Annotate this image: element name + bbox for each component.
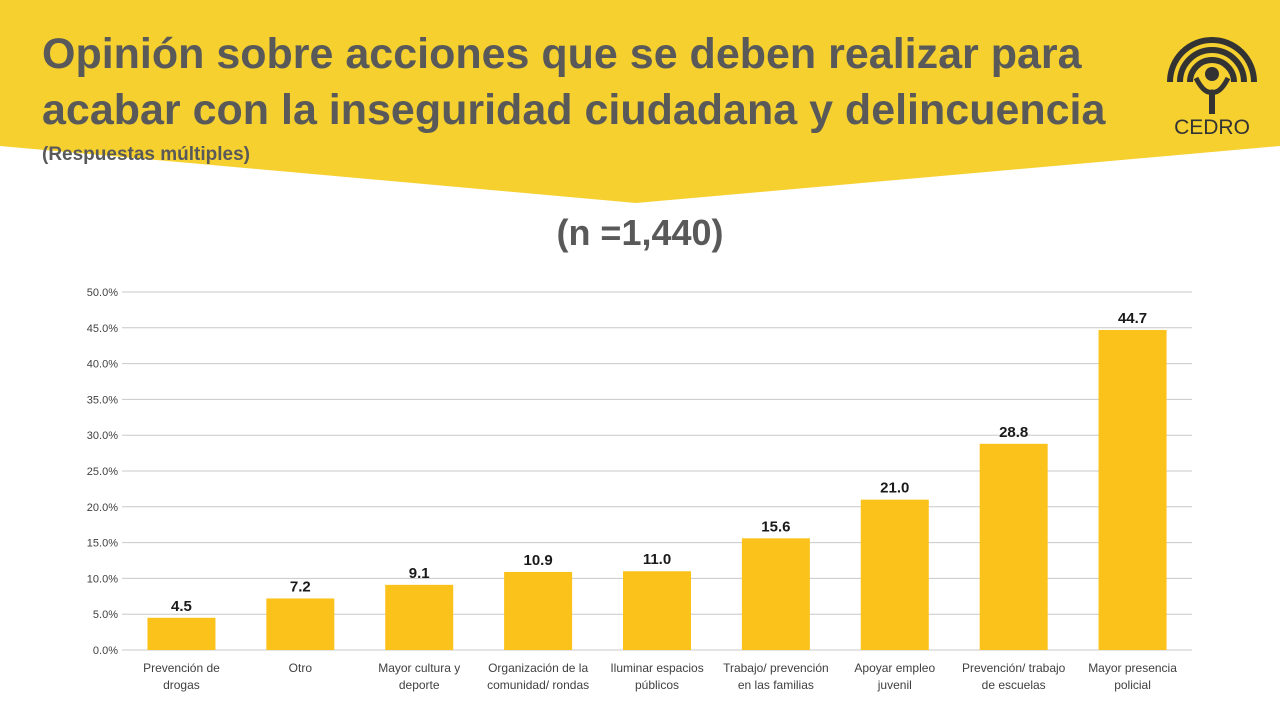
x-tick-label: Prevención/ trabajo de escuelas	[962, 661, 1066, 692]
data-label: 44.7	[1118, 310, 1147, 327]
x-tick-label: Organización de la comunidad/ rondas	[487, 661, 589, 692]
y-tick-label: 25.0%	[87, 466, 118, 478]
bar	[504, 571, 573, 650]
bar-chart: 0.0% 5.0% 10.0% 15.0% 20.0% 25.0% 30.0% 35.0% 40…	[87, 287, 1192, 692]
y-tick-label: 10.0%	[87, 573, 118, 585]
x-tick-label: Prevención de drogas	[143, 661, 220, 692]
data-label: 7.2	[290, 578, 311, 595]
y-tick-label: 50.0%	[87, 287, 118, 299]
y-tick-label: 35.0%	[87, 394, 118, 406]
x-tick-label: Otro	[289, 661, 313, 675]
cedro-logo-icon	[1167, 37, 1257, 114]
data-label: 15.6	[761, 518, 790, 535]
x-tick-label: Apoyar empleo juvenil	[854, 661, 935, 692]
sample-size: (n =1,440)	[556, 212, 724, 253]
slide-title-line-2: acabar con la inseguridad ciudadana y de…	[42, 86, 1106, 134]
y-tick-label: 30.0%	[87, 430, 118, 442]
bar	[1098, 329, 1167, 650]
x-tick-label: Mayor presencia policial	[1088, 661, 1177, 692]
bar	[741, 538, 810, 650]
y-tick-label: 45.0%	[87, 323, 118, 335]
bar	[979, 443, 1048, 650]
slide-subtitle: (Respuestas múltiples)	[42, 144, 250, 165]
data-label: 28.8	[999, 424, 1028, 441]
data-label: 10.9	[524, 552, 553, 569]
y-tick-label: 40.0%	[87, 359, 118, 371]
data-label: 21.0	[880, 480, 909, 497]
bar	[623, 571, 691, 650]
y-tick-label: 20.0%	[87, 502, 118, 514]
y-tick-label: 15.0%	[87, 538, 118, 550]
bar	[860, 499, 929, 650]
bar	[385, 584, 454, 650]
bar	[266, 598, 335, 650]
data-label: 9.1	[409, 565, 430, 582]
header-banner-shape	[0, 0, 1280, 203]
slide-title: Opinión sobre acciones que se deben real…	[42, 26, 1142, 138]
y-tick-label: 5.0%	[93, 609, 118, 621]
y-tick-label: 0.0%	[93, 645, 118, 657]
x-tick-label: Trabajo/ prevención en las familias	[723, 661, 829, 692]
slide-title-line-1: Opinión sobre acciones que se deben real…	[42, 30, 1082, 78]
logo-text: CEDRO	[1174, 116, 1250, 139]
bar	[147, 617, 216, 650]
data-label: 11.0	[643, 551, 671, 568]
x-tick-label: Iluminar espacios públicos	[610, 661, 703, 692]
header-banner	[0, 0, 1280, 203]
x-tick-label: Mayor cultura y deporte	[378, 661, 460, 692]
data-label: 4.5	[171, 598, 192, 615]
